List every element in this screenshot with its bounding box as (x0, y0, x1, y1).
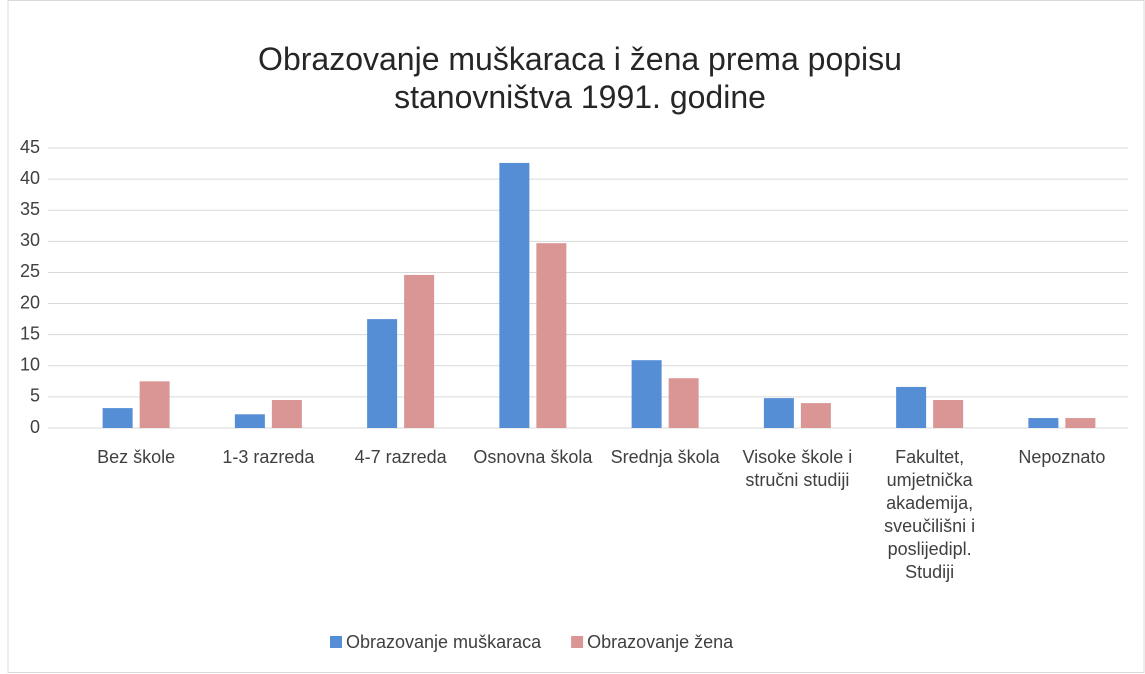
y-tick-label: 15 (20, 323, 40, 343)
bar (763, 398, 794, 428)
bar (234, 414, 265, 428)
x-tick-label: Visoke škole i stručni studiji (743, 447, 853, 490)
x-tick-label: Osnovna škola (473, 447, 593, 467)
legend-swatch (571, 636, 584, 648)
x-tick-label: Srednja škola (611, 447, 721, 467)
bar (139, 381, 170, 428)
y-tick-label: 30 (20, 230, 40, 250)
y-tick-label: 10 (20, 355, 40, 375)
y-tick-label: 45 (20, 137, 40, 157)
x-tick-label: Nepoznato (1018, 447, 1105, 467)
y-tick-label: 35 (20, 199, 40, 219)
legend-label: Obrazovanje žena (587, 632, 734, 652)
bar (800, 403, 831, 428)
bar (631, 360, 662, 428)
legend-swatch (330, 636, 342, 648)
chart-title: Obrazovanje muškaraca i žena prema popis… (258, 41, 902, 115)
bar (1065, 418, 1096, 428)
bar (271, 400, 302, 428)
bar (536, 243, 567, 428)
bar (896, 386, 927, 428)
bar (933, 400, 964, 428)
y-tick-label: 20 (20, 292, 40, 312)
legend-label: Obrazovanje muškaraca (346, 632, 542, 652)
bar (404, 274, 435, 428)
x-tick-label: 1-3 razreda (222, 447, 315, 467)
bar (668, 378, 699, 428)
chart-border (7, 0, 1145, 673)
y-tick-label: 25 (20, 261, 40, 281)
y-tick-label: 0 (30, 417, 40, 437)
x-tick-label: 4-7 razreda (355, 447, 448, 467)
bar (1028, 418, 1059, 428)
bar (499, 162, 530, 428)
x-tick-label: Bez škole (97, 447, 175, 467)
y-tick-label: 5 (30, 386, 40, 406)
bar (367, 319, 398, 428)
x-tick-label: Fakultet, umjetnička akademija, sveučilišni… (884, 447, 975, 582)
bar (102, 408, 133, 428)
y-tick-label: 40 (20, 168, 40, 188)
